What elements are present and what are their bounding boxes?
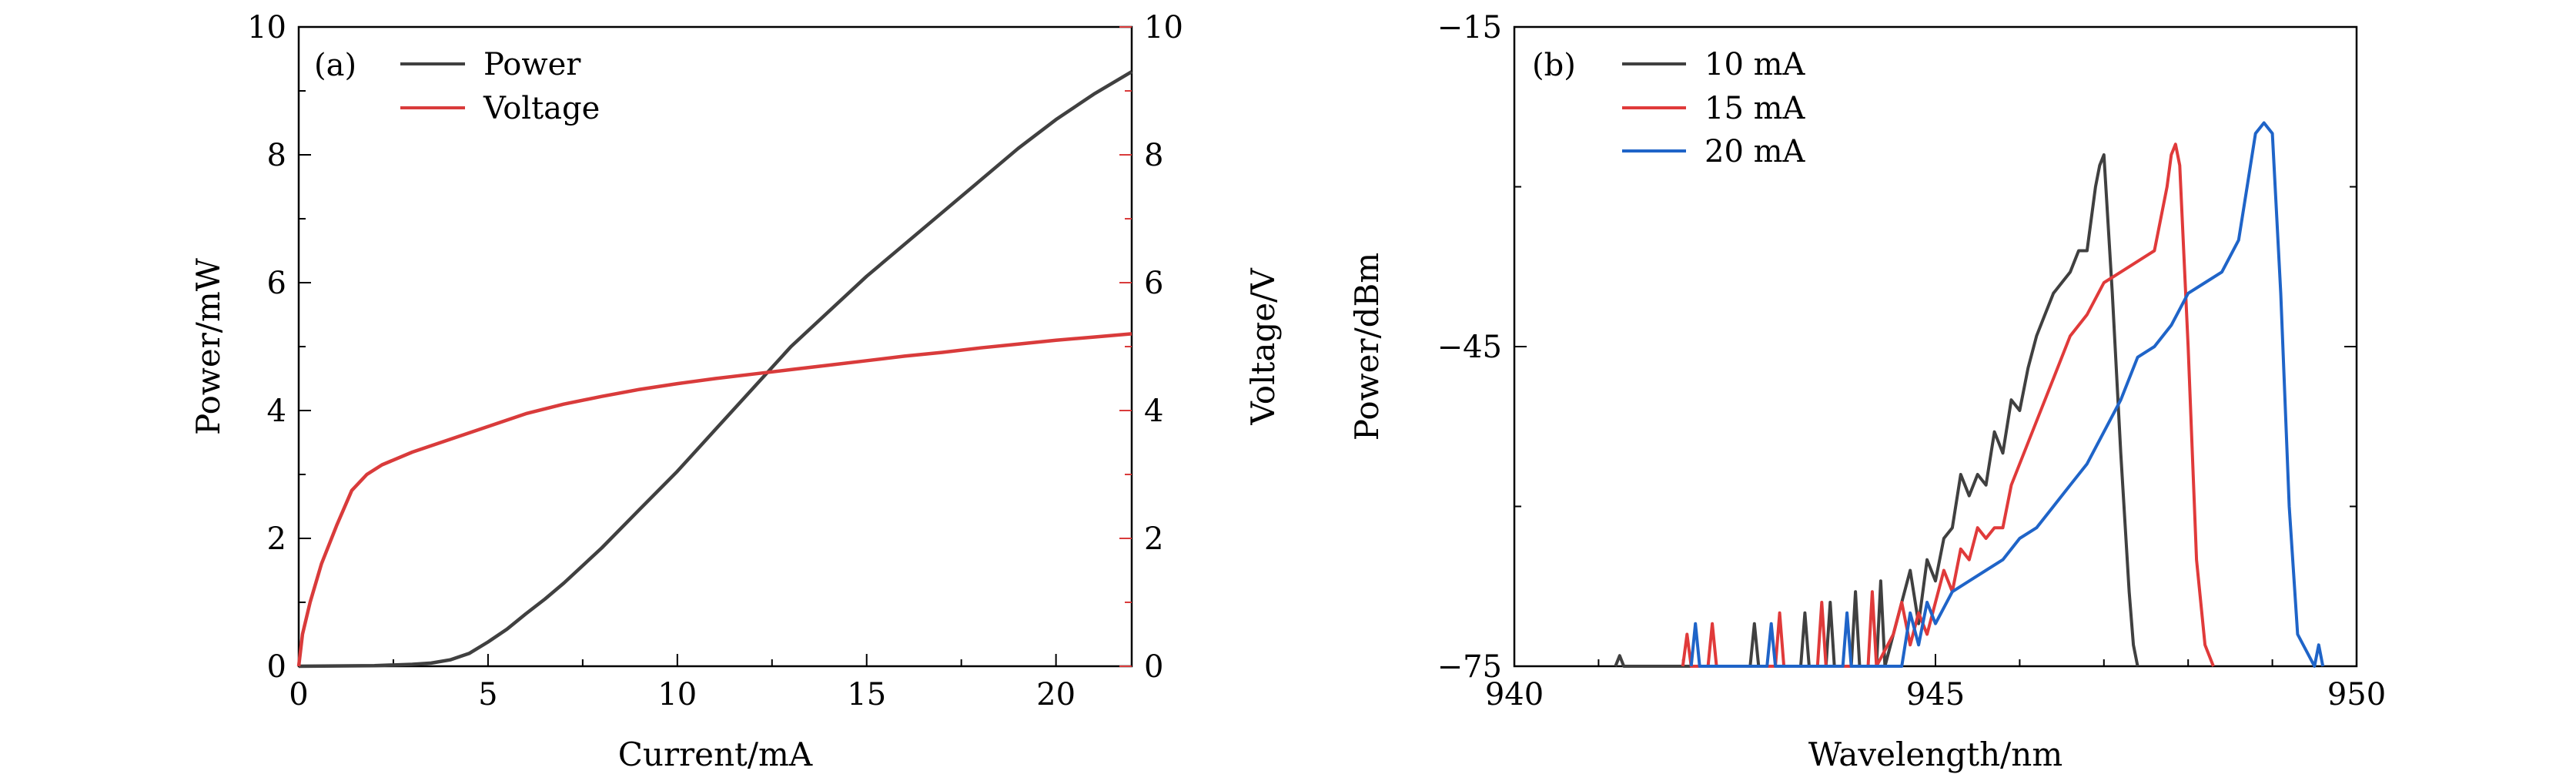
panel-b: (b) 10 mA 15 mA 20 mA Wavelength/nm Powe…	[1348, 10, 2386, 773]
y-tick-label-1: −45	[1437, 330, 1502, 365]
x-tick-label-5: 5	[478, 677, 497, 712]
panel-b-y-axis-title: Power/dBm	[1348, 253, 1386, 441]
panel-b-plot-frame	[1513, 25, 2358, 668]
legend-label-20ma: 20 mA	[1705, 134, 1806, 169]
y-right-tick-label-6: 6	[1144, 266, 1163, 301]
x-tick-label-945: 945	[1906, 677, 1965, 712]
panel-b-legend: 10 mA 15 mA 20 mA	[1622, 47, 1806, 169]
y-left-tick-label-6: 6	[267, 266, 286, 301]
y-left-tick-label-8: 8	[267, 138, 286, 173]
y-right-tick-label-2: 2	[1144, 521, 1163, 557]
x-tick-label-15: 15	[847, 677, 886, 712]
y-right-tick-label-8: 8	[1144, 138, 1163, 173]
x-tick-label-0: 0	[289, 677, 308, 712]
y-tick-label-0: −75	[1437, 649, 1502, 685]
y-left-tick-label-10: 10	[247, 10, 286, 45]
panel-a-y-right-axis-title: Voltage/V	[1244, 268, 1282, 426]
y-right-tick-label-4: 4	[1144, 394, 1163, 429]
panel-b-x-axis-title: Wavelength/nm	[1808, 736, 2062, 773]
panel-a-x-axis-title: Current/mA	[618, 736, 813, 773]
panel-a-y-left-axis-title: Power/mW	[189, 257, 227, 435]
series-line-voltage	[296, 332, 1132, 667]
y-left-tick-label-4: 4	[267, 394, 286, 429]
y-tick-label-2: −15	[1437, 10, 1502, 45]
x-tick-label-940: 940	[1485, 677, 1544, 712]
panel-a-label: (a)	[314, 48, 356, 83]
y-right-tick-label-0: 0	[1144, 649, 1163, 685]
legend-label-voltage: Voltage	[483, 91, 600, 126]
series-line-10-ma	[1614, 153, 2139, 668]
series-line-20-ma	[1689, 121, 2325, 668]
x-tick-label-20: 20	[1036, 677, 1076, 712]
x-tick-label-10: 10	[657, 677, 697, 712]
panel-a-legend: Power Voltage	[400, 47, 600, 126]
y-left-tick-label-0: 0	[267, 649, 286, 685]
panel-a: (a) Power Voltage Current/mA Power/mW Vo…	[189, 10, 1282, 773]
panel-b-label: (b)	[1532, 48, 1576, 83]
y-left-tick-label-2: 2	[267, 521, 286, 557]
series-line-power	[298, 70, 1133, 669]
legend-label-15ma: 15 mA	[1705, 91, 1806, 126]
legend-label-10ma: 10 mA	[1705, 47, 1806, 82]
series-line-15-ma	[1681, 142, 2215, 668]
x-tick-label-950: 950	[2327, 677, 2386, 712]
legend-label-power: Power	[483, 47, 581, 82]
y-right-tick-label-10: 10	[1144, 10, 1183, 45]
